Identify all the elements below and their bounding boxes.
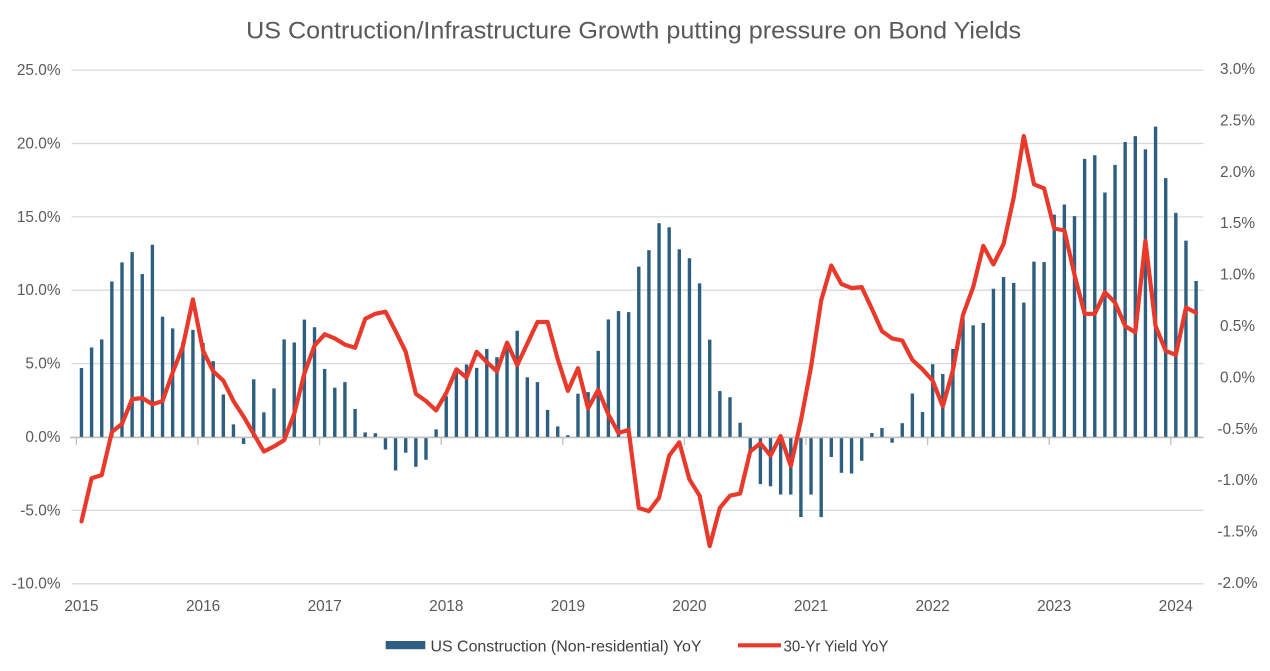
svg-text:5.0%: 5.0% bbox=[25, 356, 60, 373]
svg-text:3.0%: 3.0% bbox=[1220, 61, 1255, 78]
svg-text:2017: 2017 bbox=[308, 598, 342, 615]
svg-text:-0.5%: -0.5% bbox=[1217, 421, 1258, 438]
svg-text:2020: 2020 bbox=[672, 598, 706, 615]
svg-text:2.5%: 2.5% bbox=[1220, 113, 1255, 130]
svg-text:-10.0%: -10.0% bbox=[12, 576, 61, 593]
svg-text:0.0%: 0.0% bbox=[25, 429, 60, 446]
svg-text:10.0%: 10.0% bbox=[17, 282, 61, 299]
svg-text:20.0%: 20.0% bbox=[17, 135, 61, 152]
svg-text:2018: 2018 bbox=[429, 598, 463, 615]
svg-text:2.0%: 2.0% bbox=[1220, 164, 1255, 181]
svg-text:0.0%: 0.0% bbox=[1220, 369, 1255, 386]
svg-text:US Contruction/Infrastructure: US Contruction/Infrastructure Growth put… bbox=[246, 17, 1021, 44]
svg-text:30-Yr Yield YoY: 30-Yr Yield YoY bbox=[784, 639, 889, 656]
svg-text:2016: 2016 bbox=[186, 598, 220, 615]
svg-text:25.0%: 25.0% bbox=[17, 62, 61, 79]
svg-text:2023: 2023 bbox=[1037, 598, 1071, 615]
svg-text:1.0%: 1.0% bbox=[1220, 267, 1255, 284]
svg-text:2021: 2021 bbox=[794, 598, 828, 615]
svg-text:2022: 2022 bbox=[915, 598, 949, 615]
svg-text:-1.5%: -1.5% bbox=[1217, 524, 1258, 541]
svg-text:2019: 2019 bbox=[551, 598, 585, 615]
svg-text:1.5%: 1.5% bbox=[1220, 215, 1255, 232]
svg-text:-2.0%: -2.0% bbox=[1217, 575, 1258, 592]
svg-text:-5.0%: -5.0% bbox=[20, 502, 61, 519]
svg-text:2024: 2024 bbox=[1159, 598, 1194, 615]
svg-text:-1.0%: -1.0% bbox=[1217, 472, 1258, 489]
svg-text:15.0%: 15.0% bbox=[17, 209, 61, 226]
svg-text:2015: 2015 bbox=[64, 598, 98, 615]
svg-text:0.5%: 0.5% bbox=[1220, 318, 1255, 335]
svg-text:US Construction (Non-residenti: US Construction (Non-residential) YoY bbox=[431, 639, 702, 656]
